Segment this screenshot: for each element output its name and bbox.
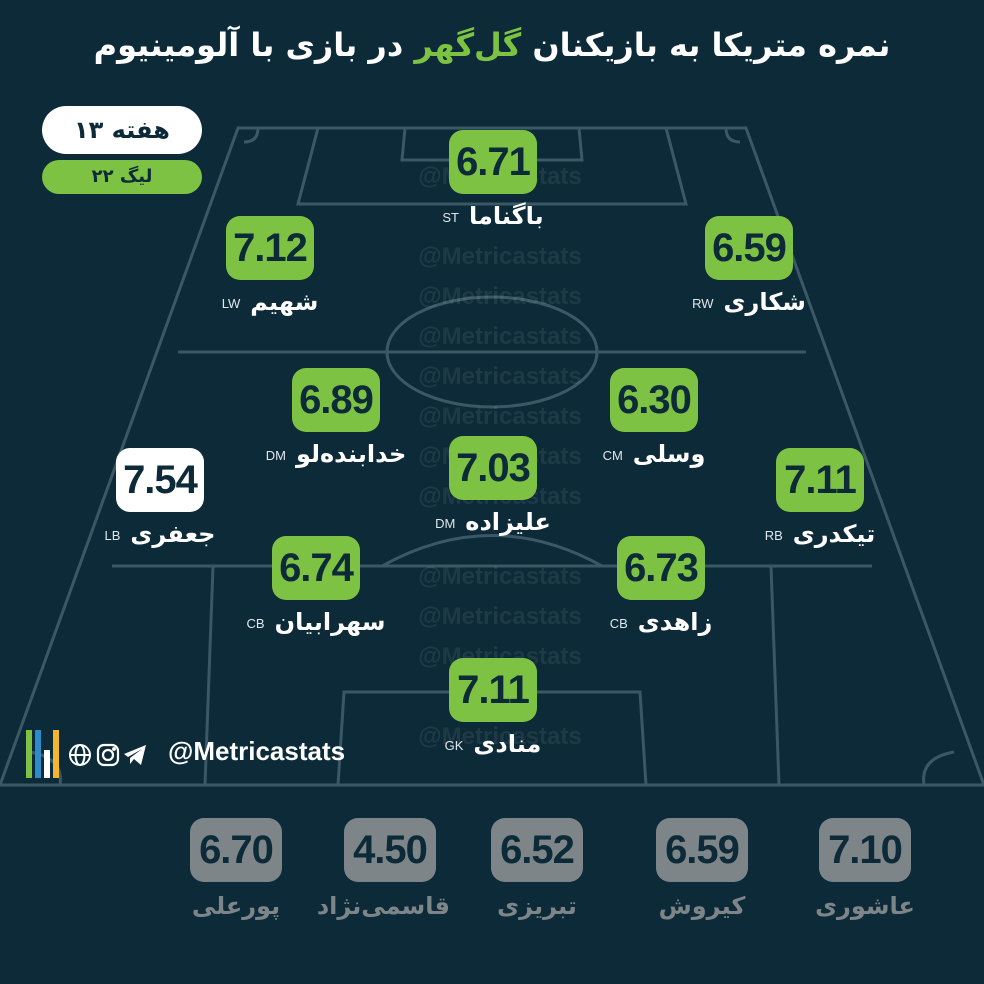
- brand-footer: @Metricastats: [26, 728, 356, 780]
- player-name-row: وسلی CM: [534, 440, 774, 468]
- player-name-row: جعفری LB: [40, 520, 280, 548]
- player-name: وسلی: [632, 440, 706, 468]
- metricastats-logo: [26, 730, 59, 778]
- player-score: 6.89: [292, 368, 380, 432]
- player-position: RB: [764, 527, 783, 543]
- player-name: تیکدری: [792, 520, 876, 548]
- title-team-highlight: گل‌گهر: [414, 26, 522, 64]
- pitch-outline: [0, 126, 984, 787]
- substitute-score: 7.10: [819, 818, 911, 882]
- player-name: شکاری: [723, 288, 806, 316]
- title-text: نمره متریکا به بازیکنان: [532, 26, 891, 64]
- corner-arc-right: [922, 750, 955, 786]
- watermark: @Metricastats: [418, 563, 582, 590]
- substitute-score: 6.52: [491, 818, 583, 882]
- player-name: منادی: [473, 730, 542, 758]
- player-name: خدابنده‌لو: [295, 440, 407, 468]
- globe-icon: [69, 744, 91, 766]
- top-penalty-box: [296, 127, 688, 206]
- brand-handle: @Metricastats: [168, 736, 346, 766]
- player-score-best: 7.54: [116, 448, 204, 512]
- player-name-row: شکاری RW: [629, 288, 869, 316]
- player-position: GK: [444, 737, 464, 753]
- player-score: 7.11: [449, 658, 537, 722]
- watermark: @Metricastats: [418, 323, 582, 350]
- corner-arc-top-left: [243, 127, 260, 144]
- watermark: @Metricastats: [418, 723, 582, 750]
- player-name: سهرابیان: [274, 608, 386, 636]
- substitute-name: پورعلی: [191, 892, 281, 920]
- watermark: @Metricastats: [418, 243, 582, 270]
- substitute-name: کیروش: [658, 892, 746, 920]
- substitute-score: 6.70: [190, 818, 282, 882]
- player-position: DM: [435, 515, 456, 531]
- player-score: 6.74: [272, 536, 360, 600]
- player-position: DM: [265, 447, 286, 463]
- player-position: CM: [602, 447, 623, 463]
- player-position: LW: [221, 295, 241, 311]
- player-position: CB: [246, 615, 265, 631]
- telegram-icon: [124, 745, 146, 765]
- player-position: CB: [609, 615, 628, 631]
- player-position: ST: [442, 209, 459, 225]
- player-name-row: علیزاده DM: [373, 508, 613, 536]
- player-name: زاهدی: [637, 608, 713, 636]
- week-badge: هفته ۱۳: [42, 106, 202, 154]
- player-name-row: شهیم LW: [150, 288, 390, 316]
- player-name-row: زاهدی CB: [541, 608, 781, 636]
- player-score: 6.59: [705, 216, 793, 280]
- substitute-score: 6.59: [656, 818, 748, 882]
- player-name-row: باگناما ST: [373, 202, 613, 230]
- player-name-row: خدابنده‌لو DM: [216, 440, 456, 468]
- title-text: در بازی با آلومینیوم: [93, 26, 404, 64]
- player-score: 7.12: [226, 216, 314, 280]
- player-name-row: تیکدری RB: [700, 520, 940, 548]
- player-position: LB: [104, 527, 121, 543]
- player-name: جعفری: [130, 520, 216, 548]
- player-name: باگناما: [468, 202, 544, 230]
- substitute-name: قاسمی‌نژاد: [316, 892, 450, 920]
- player-name: شهیم: [250, 288, 319, 316]
- center-circle: [385, 295, 599, 409]
- watermark: @Metricastats: [418, 603, 582, 630]
- instagram-icon: [96, 743, 120, 767]
- player-score: 6.30: [610, 368, 698, 432]
- league-badge: لیگ ۲۲: [42, 160, 202, 194]
- bottom-penalty-box: [203, 564, 781, 786]
- corner-arc-top-right: [724, 127, 741, 144]
- player-name: علیزاده: [465, 508, 551, 536]
- page-title: نمره متریکا به بازیکنان گل‌گهر در بازی ب…: [0, 20, 984, 70]
- player-position: RW: [692, 295, 714, 311]
- player-name-row: منادی GK: [373, 730, 613, 758]
- player-name-row: سهرابیان CB: [196, 608, 436, 636]
- watermark: @Metricastats: [418, 403, 582, 430]
- watermark: @Metricastats: [418, 283, 582, 310]
- penalty-arc: [381, 534, 603, 568]
- watermark: @Metricastats: [418, 363, 582, 390]
- substitute-score: 4.50: [344, 818, 436, 882]
- player-score: 7.11: [776, 448, 864, 512]
- player-score: 6.71: [449, 130, 537, 194]
- player-score: 7.03: [449, 436, 537, 500]
- social-icons: [69, 743, 146, 767]
- substitute-name: تبریزی: [497, 892, 577, 920]
- player-score: 6.73: [617, 536, 705, 600]
- substitute-name: عاشوری: [815, 892, 915, 920]
